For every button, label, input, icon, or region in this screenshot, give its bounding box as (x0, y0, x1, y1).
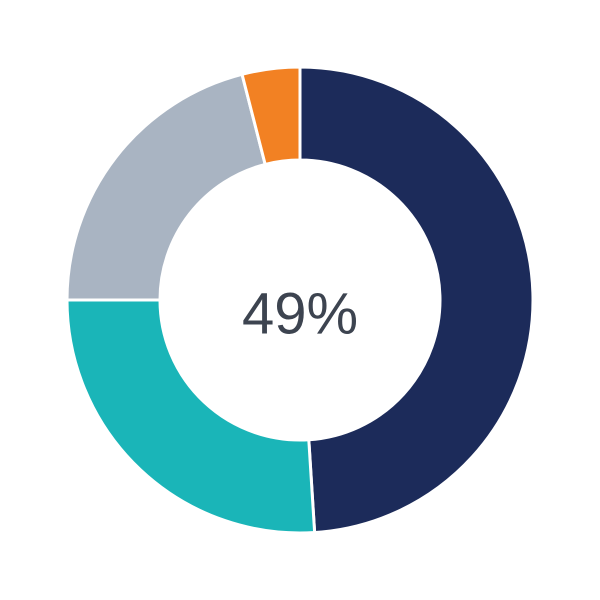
donut-slices (65, 65, 535, 535)
donut-slice-4 (240, 65, 302, 167)
donut-slice-1 (298, 65, 535, 535)
donut-slice-3 (65, 72, 268, 302)
center-percentage-label: 49% (242, 281, 358, 346)
donut-slice-2 (65, 298, 317, 535)
